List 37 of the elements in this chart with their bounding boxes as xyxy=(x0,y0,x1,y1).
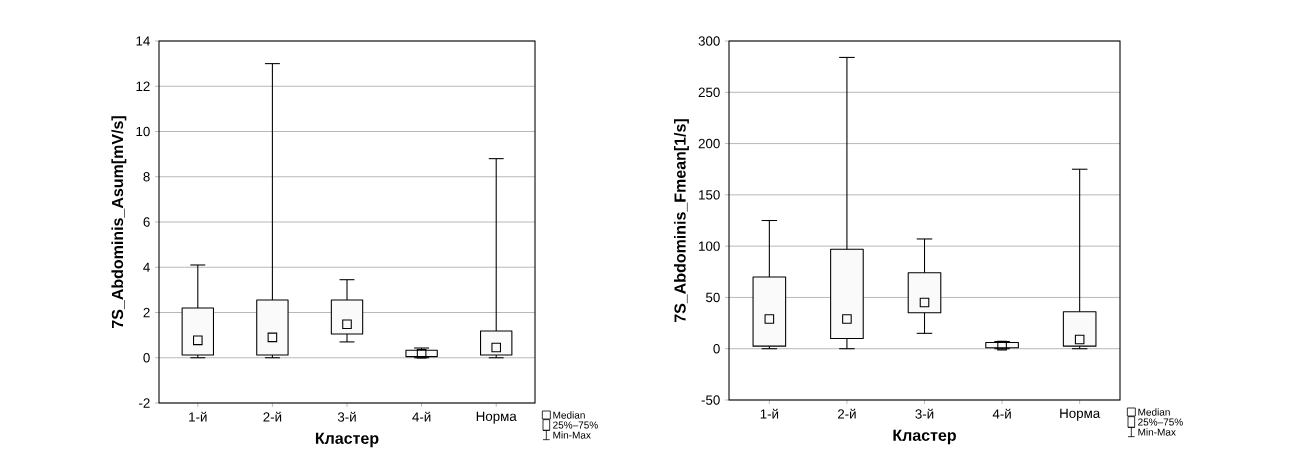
x-axis-title: Кластер xyxy=(893,429,956,445)
y-tick-label: 10 xyxy=(136,126,150,137)
x-tick-label: 1-й xyxy=(189,411,207,422)
y-tick-label: 0 xyxy=(713,344,720,354)
y-tick-label: 250 xyxy=(698,87,720,98)
x-tick-label: 1-й xyxy=(760,408,779,419)
y-tick-label: 12 xyxy=(136,81,150,91)
y-tick-label: -50 xyxy=(701,395,720,405)
text: Min-Max xyxy=(1138,428,1176,436)
y-tick-label: -2 xyxy=(139,398,150,408)
y-axis-title: 7S_Abdominis_Fmean[1/s] xyxy=(673,119,689,323)
y-tick-label: 4 xyxy=(143,262,150,272)
text: 25%–75% xyxy=(553,421,598,429)
y-tick-label: 0 xyxy=(143,353,150,363)
x-tick-label: 2-й xyxy=(837,408,856,419)
y-tick-label: 300 xyxy=(698,36,720,46)
x-tick-label: Норма xyxy=(1060,408,1101,421)
text: Median xyxy=(1138,408,1170,416)
y-tick-label: 6 xyxy=(143,217,150,227)
x-axis-title: Кластер xyxy=(315,432,379,448)
text: 25%–75% xyxy=(1138,418,1183,426)
x-tick-label: 2-й xyxy=(263,411,282,422)
y-tick-label: 150 xyxy=(699,190,720,200)
y-tick-label: 8 xyxy=(143,172,150,182)
text: Median xyxy=(553,411,585,419)
x-tick-label: 3-й xyxy=(337,411,356,422)
y-tick-label: 50 xyxy=(706,292,720,303)
y-axis-title: 7S_Abdominis_Asum[mV/s] xyxy=(111,116,127,328)
y-tick-label: 14 xyxy=(136,36,150,46)
x-tick-label: 4-й xyxy=(992,408,1011,419)
x-tick-label: Норма xyxy=(476,411,517,424)
y-tick-label: 200 xyxy=(698,138,720,149)
x-tick-label: 3-й xyxy=(915,408,934,419)
y-tick-label: 100 xyxy=(699,241,720,251)
x-tick-label: 4-й xyxy=(412,411,431,422)
text: Min-Max xyxy=(553,431,591,439)
y-tick-label: 2 xyxy=(143,307,150,318)
